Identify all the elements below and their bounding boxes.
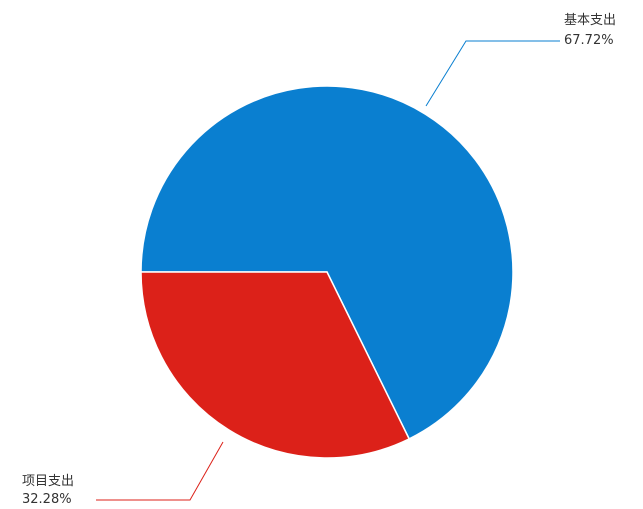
slice-label-basic-name: 基本支出 xyxy=(564,13,616,28)
pie-slices xyxy=(140,85,514,459)
slice-label-project-name: 项目支出 xyxy=(22,474,74,489)
leader-line-project xyxy=(96,441,224,501)
slice-label-project-value: 32.28% xyxy=(22,492,72,507)
pie-slice-project xyxy=(140,271,411,459)
slice-label-basic-value: 67.72% xyxy=(564,33,614,48)
pie-slice-basic xyxy=(140,85,514,440)
leader-line-basic xyxy=(425,40,560,107)
